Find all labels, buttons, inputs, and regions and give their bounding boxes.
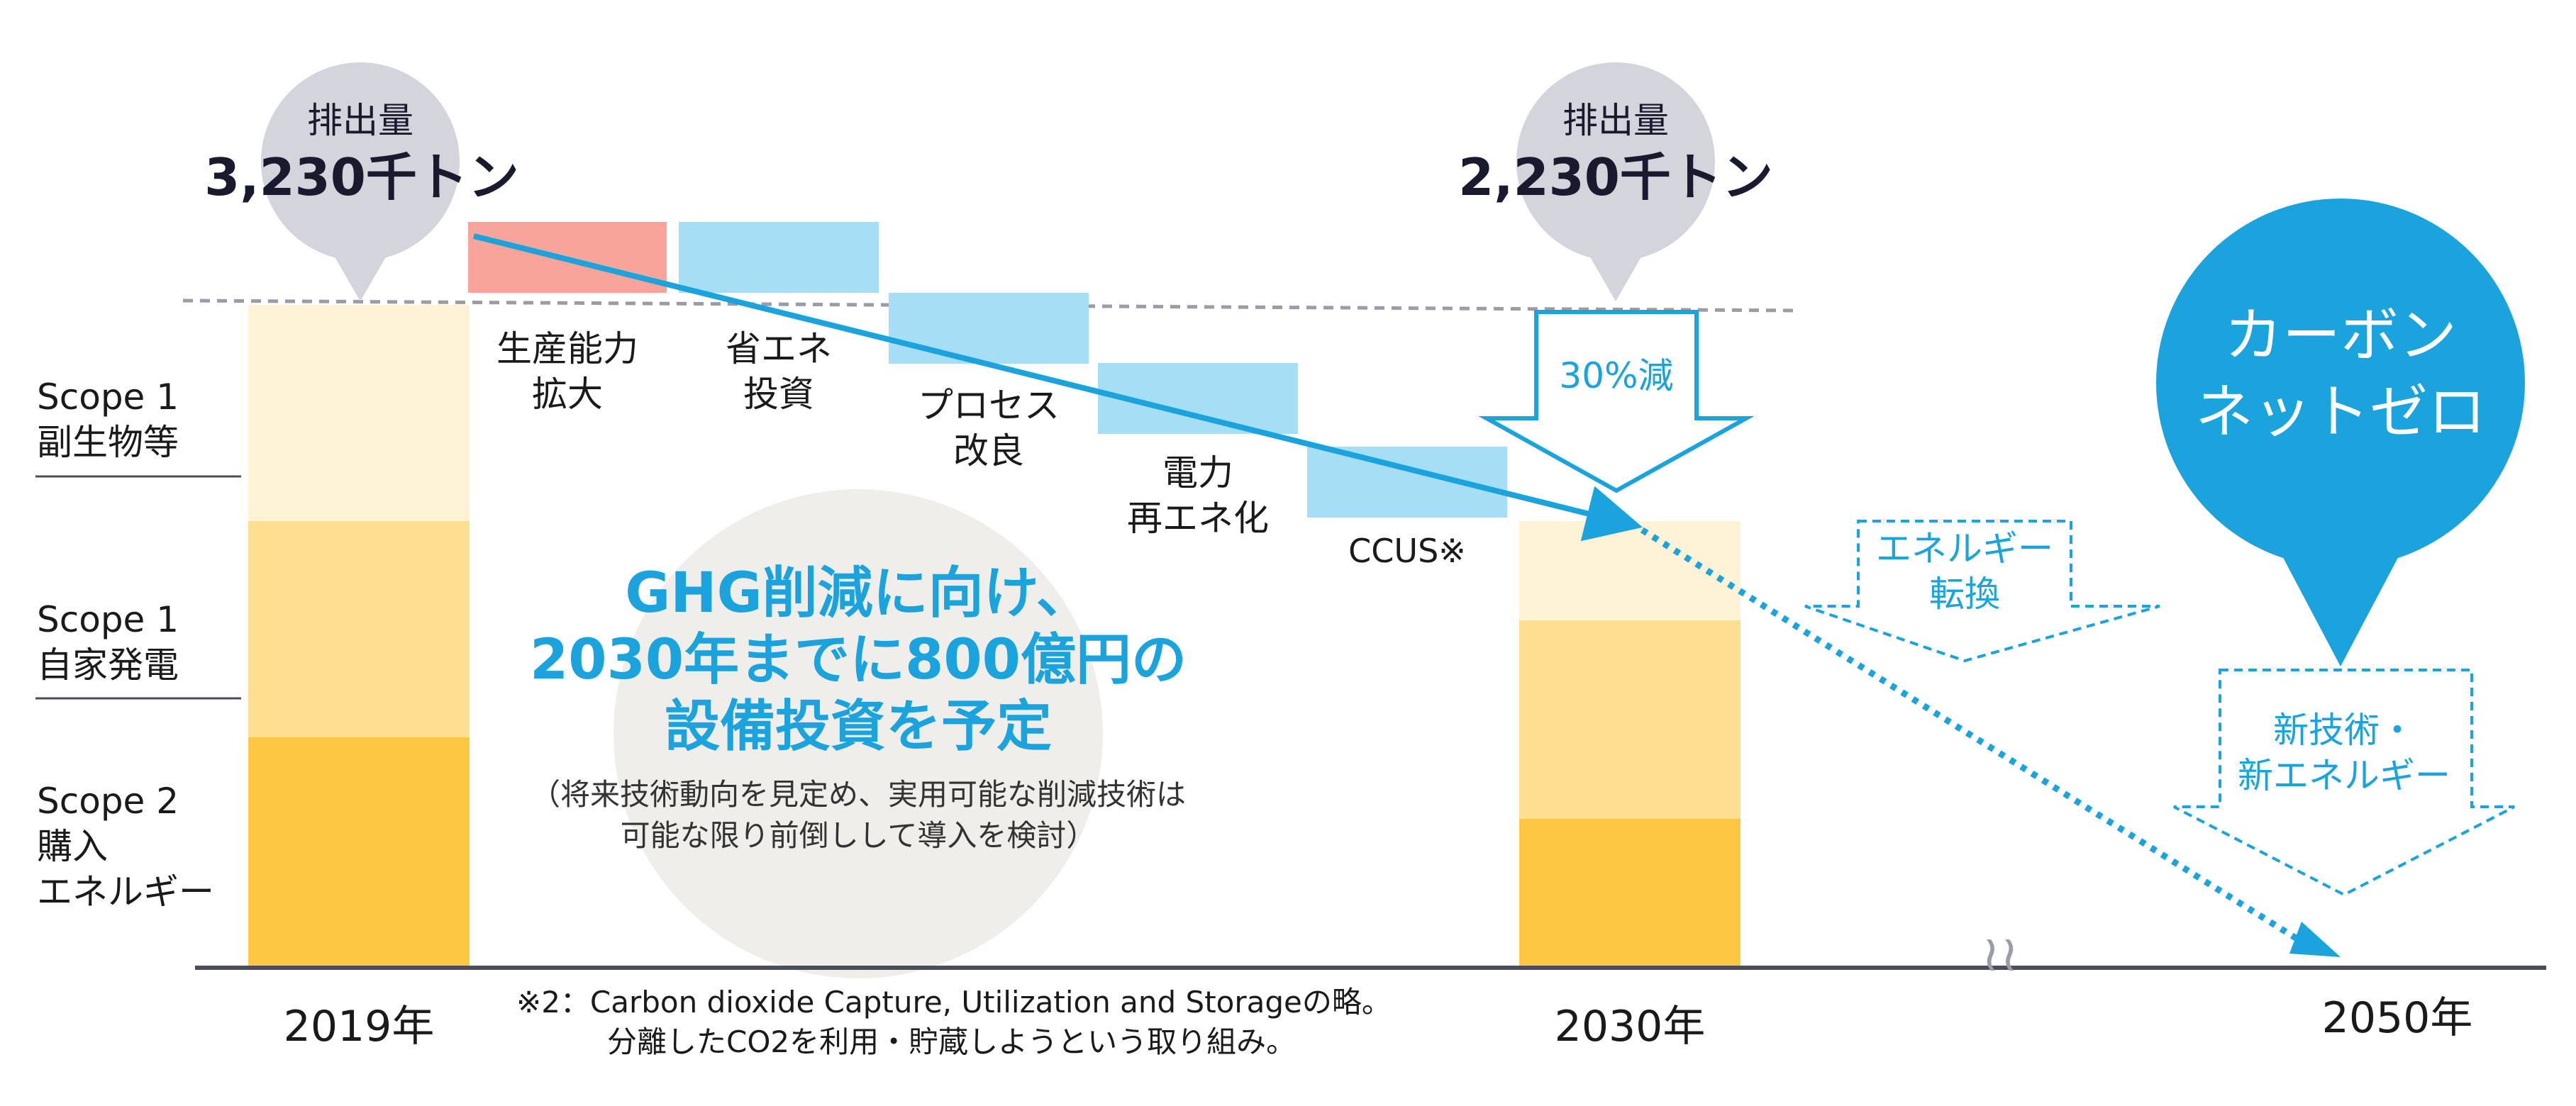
energy-conversion-line2: 転換 (1929, 574, 2000, 615)
new-tech-line2: 新エネルギー (2238, 755, 2450, 796)
ccus-footnote: ※2：Carbon dioxide Capture, Utilization a… (516, 983, 1392, 1062)
footnote-line2: 分離したCO2を利用・貯蔵しようという取り組み。 (607, 1024, 1297, 1059)
step-process-label: プロセス 改良 (882, 383, 1095, 474)
step-power-line1: 電力 (1162, 452, 1233, 493)
emission-2019-title: 排出量 (307, 100, 413, 141)
step-capacity-line1: 生産能力 (496, 328, 638, 369)
step-process-line1: プロセス (918, 385, 1060, 426)
energy-conversion-label: エネルギー 転換 (1858, 526, 2071, 617)
year-2030-label: 2030年 (1554, 1002, 1706, 1051)
step-ccus-label: CCUS※ (1348, 532, 1466, 570)
net-zero-bubble (2156, 199, 2525, 567)
legend-scope1-byproduct: Scope 1 副生物等 (37, 374, 179, 465)
trend-dotted-line (1629, 520, 2300, 942)
headline-line3: 設備投資を予定 (664, 695, 1052, 759)
bar-2030-scope1-power (1519, 620, 1741, 819)
net-zero-bubble-tail (2273, 539, 2408, 666)
step-process-block (889, 293, 1089, 364)
investment-headline: GHG削減に向け、 2030年までに800億円の 設備投資を予定 (468, 560, 1248, 760)
subnote-line2: 可能な限り前倒しして導入を検討） (620, 818, 1097, 853)
energy-conversion-line1: エネルギー (1876, 528, 2053, 569)
footnote-line1: ※2：Carbon dioxide Capture, Utilization a… (516, 985, 1392, 1020)
headline-line2: 2030年までに800億円の (530, 628, 1187, 692)
emission-2030-value: 2,230千トン (1458, 147, 1773, 207)
new-tech-label: 新技術・ 新エネルギー (2199, 708, 2489, 798)
investment-subnote: （将来技術動向を見定め、実用可能な削減技術は 可能な限り前倒しして導入を検討） (468, 774, 1248, 856)
step-power-line2: 再エネ化 (1127, 498, 1269, 539)
bar-2019-scope1-power (248, 521, 470, 737)
reduction-label: 30%減 (1559, 355, 1674, 396)
bar-2019-scope2 (248, 737, 470, 968)
step-energy-saving-label: 省エネ 投資 (672, 326, 885, 417)
step-process-line2: 改良 (953, 430, 1024, 471)
legend-scope2-line1: Scope 2 (37, 781, 179, 822)
legend-scope1-power-line1: Scope 1 (37, 599, 179, 640)
emission-2030-title: 排出量 (1562, 100, 1669, 141)
bar-2019-scope1-byproduct (248, 305, 470, 521)
legend-scope1-byproduct-line1: Scope 1 (37, 376, 179, 418)
net-zero-line1: カーボン (2224, 302, 2457, 369)
emission-bubble-2030-tail (1583, 245, 1648, 301)
year-2050-label: 2050年 (2321, 993, 2473, 1043)
legend-scope2: Scope 2 購入 エネルギー (37, 778, 214, 915)
step-energy-saving-line1: 省エネ (726, 328, 832, 369)
step-capacity-label: 生産能力 拡大 (461, 326, 674, 417)
legend-scope1-byproduct-line2: 副生物等 (37, 422, 179, 463)
step-energy-saving-block (679, 222, 879, 293)
legend-scope1-power-line2: 自家発電 (37, 644, 179, 686)
headline-background-circle (614, 489, 1103, 978)
new-tech-line1: 新技術・ (2273, 710, 2415, 751)
energy-conversion-dashed-arrow (1804, 520, 2160, 663)
emission-2019-value: 3,230千トン (204, 147, 519, 207)
legend-scope2-line2: 購入 (37, 826, 108, 867)
net-zero-line2: ネットゼロ (2194, 379, 2486, 446)
legend-scope2-line3: エネルギー (37, 871, 214, 912)
step-ccus-block (1307, 447, 1507, 518)
reduction-arrow-shape (1478, 310, 1755, 493)
new-tech-dashed-arrow (2173, 669, 2515, 897)
subnote-line1: （将来技術動向を見定め、実用可能な削減技術は (530, 777, 1186, 812)
axis-break-icon: ≀≀ (1981, 925, 2019, 983)
legend-scope1-power: Scope 1 自家発電 (37, 597, 179, 688)
step-energy-saving-line2: 投資 (743, 374, 814, 415)
bar-2030-scope2 (1519, 819, 1741, 968)
emission-bubble-2019-tail (328, 245, 393, 301)
year-2019-label: 2019年 (283, 1002, 435, 1051)
emission-bubble-2019 (261, 62, 460, 261)
trend-solid-arrow (473, 233, 1643, 542)
trend-dotted-arrowhead (2289, 922, 2341, 957)
step-power-label: 電力 再エネ化 (1092, 450, 1304, 541)
headline-line1: GHG削減に向け、 (625, 562, 1092, 625)
step-capacity-line2: 拡大 (532, 374, 603, 415)
emission-bubble-2030 (1516, 62, 1715, 261)
net-zero-label: カーボン ネットゼロ (2163, 298, 2518, 451)
